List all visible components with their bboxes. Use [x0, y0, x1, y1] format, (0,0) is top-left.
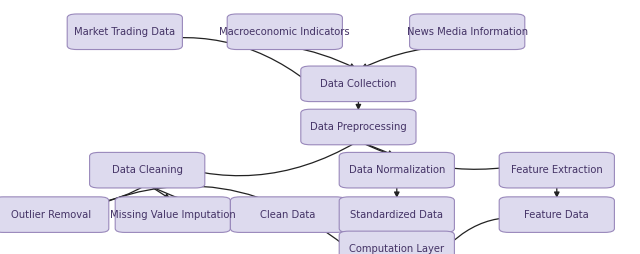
FancyArrowPatch shape — [362, 46, 465, 68]
FancyBboxPatch shape — [0, 197, 109, 232]
Text: Standardized Data: Standardized Data — [350, 210, 444, 220]
Text: Data Cleaning: Data Cleaning — [112, 165, 182, 175]
Text: Macroeconomic Indicators: Macroeconomic Indicators — [220, 27, 350, 37]
Text: Feature Data: Feature Data — [524, 210, 589, 220]
FancyArrowPatch shape — [291, 225, 393, 235]
FancyArrowPatch shape — [555, 187, 559, 197]
Text: Feature Extraction: Feature Extraction — [511, 165, 603, 175]
FancyBboxPatch shape — [339, 152, 454, 188]
FancyArrowPatch shape — [361, 142, 393, 155]
FancyArrowPatch shape — [127, 38, 307, 81]
FancyBboxPatch shape — [339, 197, 454, 232]
FancyBboxPatch shape — [410, 14, 525, 50]
FancyArrowPatch shape — [150, 185, 284, 208]
FancyBboxPatch shape — [230, 197, 346, 232]
FancyBboxPatch shape — [115, 197, 230, 232]
Text: Missing Value Imputation: Missing Value Imputation — [110, 210, 236, 220]
Text: Data Preprocessing: Data Preprocessing — [310, 122, 407, 132]
FancyBboxPatch shape — [339, 231, 454, 254]
FancyArrowPatch shape — [150, 186, 170, 198]
Text: Market Trading Data: Market Trading Data — [74, 27, 175, 37]
FancyArrowPatch shape — [54, 186, 346, 246]
Text: Outlier Removal: Outlier Removal — [11, 210, 92, 220]
Text: Clean Data: Clean Data — [260, 210, 316, 220]
FancyArrowPatch shape — [287, 46, 355, 68]
Text: News Media Information: News Media Information — [406, 27, 528, 37]
FancyBboxPatch shape — [301, 109, 416, 145]
FancyBboxPatch shape — [499, 197, 614, 232]
FancyBboxPatch shape — [90, 152, 205, 188]
FancyArrowPatch shape — [395, 226, 399, 231]
FancyBboxPatch shape — [67, 14, 182, 50]
FancyArrowPatch shape — [361, 142, 553, 169]
FancyArrowPatch shape — [356, 101, 360, 109]
Text: Data Normalization: Data Normalization — [349, 165, 445, 175]
FancyBboxPatch shape — [301, 66, 416, 102]
Text: Data Collection: Data Collection — [320, 79, 397, 89]
FancyArrowPatch shape — [448, 218, 554, 246]
Text: Computation Layer: Computation Layer — [349, 244, 444, 254]
FancyBboxPatch shape — [499, 152, 614, 188]
FancyArrowPatch shape — [55, 186, 145, 204]
FancyArrowPatch shape — [151, 142, 356, 176]
FancyBboxPatch shape — [227, 14, 342, 50]
FancyArrowPatch shape — [395, 187, 399, 197]
